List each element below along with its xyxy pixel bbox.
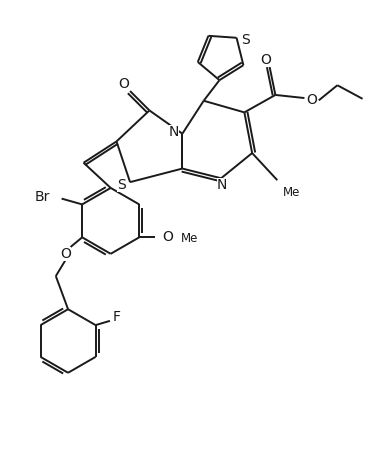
Text: Br: Br bbox=[35, 190, 50, 204]
Text: O: O bbox=[118, 78, 129, 92]
Text: Me: Me bbox=[181, 232, 198, 245]
Text: Me: Me bbox=[283, 186, 300, 199]
Text: S: S bbox=[241, 33, 249, 46]
Text: O: O bbox=[306, 93, 317, 107]
Text: O: O bbox=[162, 230, 173, 244]
Text: O: O bbox=[61, 247, 71, 261]
Text: N: N bbox=[169, 125, 179, 139]
Text: S: S bbox=[117, 178, 126, 192]
Text: F: F bbox=[113, 310, 121, 325]
Text: N: N bbox=[217, 178, 227, 192]
Text: O: O bbox=[260, 53, 271, 67]
